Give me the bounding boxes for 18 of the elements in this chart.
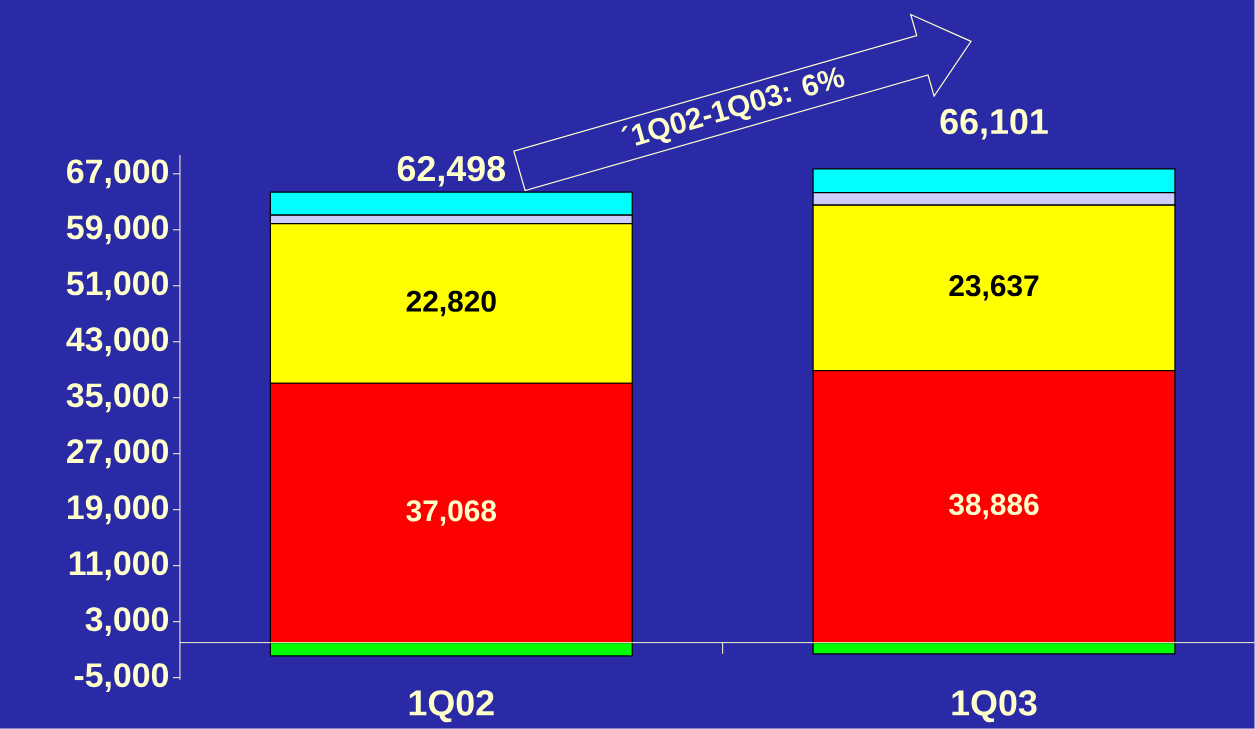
data-label: 38,886 bbox=[949, 493, 1039, 520]
y-tick-label: 27,000 bbox=[67, 439, 169, 469]
x-tick-label: 1Q02 bbox=[409, 690, 494, 723]
y-tick-label: 59,000 bbox=[66, 215, 169, 245]
data-label: 23,637 bbox=[949, 275, 1039, 301]
total-label: 66,101 bbox=[940, 108, 1048, 140]
y-tick-label: 51,000 bbox=[66, 271, 169, 301]
total-label: 62,498 bbox=[397, 156, 506, 187]
y-tick-label: 43,000 bbox=[66, 327, 169, 357]
y-tick-label: 3,000 bbox=[85, 607, 169, 637]
x-tick-label: 1Q03 bbox=[952, 690, 1037, 723]
data-label: 22,820 bbox=[406, 290, 496, 317]
y-tick-label: 11,000 bbox=[69, 551, 169, 581]
y-tick-label: 67,000 bbox=[67, 159, 169, 189]
y-tick-label: 35,000 bbox=[66, 383, 169, 413]
data-label: 37,068 bbox=[406, 500, 497, 526]
y-tick-label: 19,000 bbox=[68, 495, 169, 525]
y-tick-label: -5,000 bbox=[74, 663, 169, 693]
